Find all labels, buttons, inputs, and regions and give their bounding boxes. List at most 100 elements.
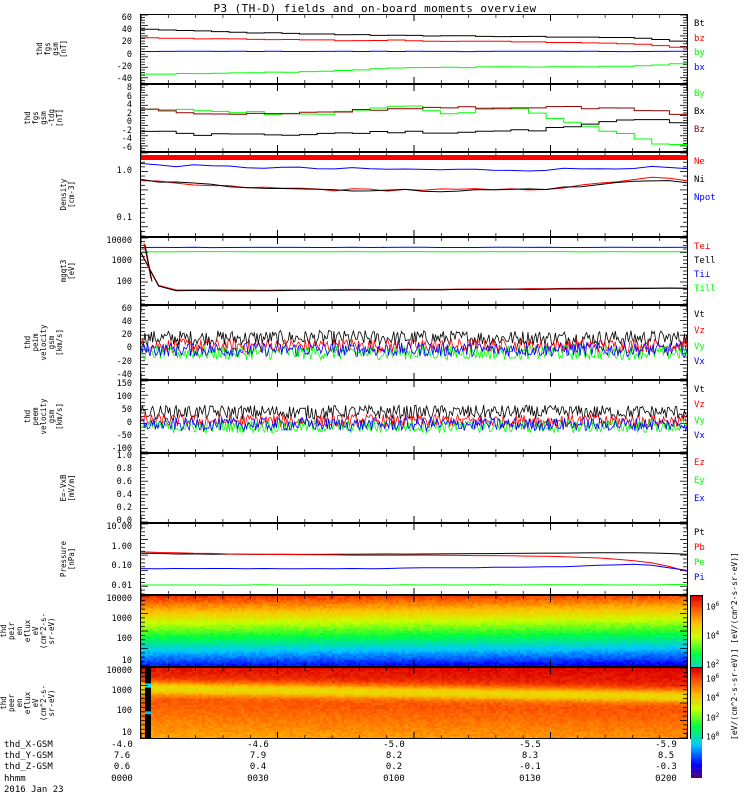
- y-tick-label: 1000: [111, 613, 132, 624]
- y-tick-label: 0.1: [116, 213, 132, 224]
- legend-ni: Ni: [694, 175, 705, 185]
- y-tick-label: 0.01: [111, 581, 132, 592]
- colorbar-exponent: 2: [715, 711, 720, 719]
- legend-ez: Ez: [694, 458, 705, 468]
- y-tick-label: 1000: [111, 256, 132, 267]
- panel-label-line: [mV/m]: [67, 474, 76, 502]
- panel-label-line: [km/s]: [55, 402, 64, 431]
- colorbar-tick: 102: [706, 659, 719, 670]
- panel-label-line: [nT]: [55, 108, 64, 128]
- legend-vt: Vt: [694, 385, 705, 395]
- y-tick-label: 10000: [106, 236, 132, 247]
- colorbar-base: 10: [706, 693, 716, 703]
- y-tick-label: 100: [116, 391, 132, 402]
- y-tick-label: 100: [116, 633, 132, 644]
- y-tick-label: 10: [121, 656, 132, 667]
- colorbar-tick: 100: [706, 731, 719, 742]
- legend-npot: Npot: [694, 193, 716, 203]
- y-tick-label: -4: [121, 134, 132, 145]
- x-gsm-value: -5.9: [655, 740, 677, 750]
- y-tick-label: 0: [126, 418, 132, 429]
- y-tick-label: 0.8: [116, 464, 132, 475]
- legend-vx: Vx: [694, 357, 705, 368]
- y-gsm-value: 8.3: [521, 751, 539, 762]
- legend-ne: Ne: [694, 157, 705, 167]
- colorbar-exponent: 6: [715, 673, 720, 680]
- y-tick-label: 60: [121, 303, 132, 314]
- hhmm-label: hhmm: [4, 773, 26, 784]
- y-tick-label: 10.00: [106, 522, 132, 533]
- panel-peer-spectrogram: [140, 667, 688, 739]
- colorbar-exponent: 2: [715, 659, 720, 666]
- y-tick-label: 0.0: [116, 516, 132, 527]
- panel-peir-spectrogram: [140, 595, 688, 667]
- legend-ex: Ex: [694, 494, 705, 504]
- x-gsm-label: thd_X-GSM: [4, 740, 53, 750]
- y-tick-label: 1000: [111, 685, 132, 696]
- panel-fgs-gsm-tdg: [140, 84, 688, 152]
- date-label: 2016 Jan 23: [4, 784, 64, 795]
- colorbar-base: 10: [706, 602, 716, 612]
- legend-vy: Vy: [694, 341, 705, 352]
- colorbar-exponent: 6: [715, 601, 720, 608]
- y-tick-label: 0.4: [116, 490, 132, 501]
- panel-label-line: [km/s]: [55, 328, 64, 357]
- y-tick-label: 1.0: [116, 451, 132, 462]
- legend-by: By: [694, 89, 705, 99]
- colorbar-tick: 104: [706, 692, 719, 703]
- y-tick-label: 60: [121, 12, 132, 23]
- legend-vy: Vy: [694, 415, 705, 426]
- legend-bz: Bz: [694, 125, 705, 135]
- panel-pressure: [140, 523, 688, 595]
- panel-label-line: [cm-3]: [67, 180, 76, 209]
- panel-label-line: [nPa]: [67, 547, 76, 571]
- peir-colorbar: [690, 595, 703, 707]
- colorbar-tick: 104: [706, 630, 719, 641]
- panel-peim-velocity: [140, 305, 688, 380]
- y-tick-label: -20: [116, 356, 132, 367]
- y-tick-label: 50: [121, 404, 132, 415]
- legend-till: Till: [694, 284, 716, 294]
- z-gsm-value: -0.1: [519, 762, 541, 773]
- y-tick-label: -20: [116, 61, 132, 72]
- panel-label-temperature: mgqt3 [eV]: [59, 237, 76, 305]
- peer-colorbar: [690, 667, 703, 779]
- y-tick-label: -100: [111, 444, 132, 455]
- y-tick-label: -40: [116, 369, 132, 380]
- y-tick-label: -2: [121, 125, 132, 136]
- legend-vt: Vt: [694, 310, 705, 320]
- colorbar-tick: 102: [706, 712, 719, 723]
- y-tick-label: -40: [116, 74, 132, 85]
- y-tick-label: 8: [126, 83, 132, 94]
- colorbar-exponent: 0: [715, 731, 720, 738]
- panel-label-line: sr-eV): [47, 689, 56, 717]
- legend-bt: Bt: [694, 19, 705, 29]
- y-tick-label: 0: [126, 343, 132, 354]
- colorbar-base: 10: [706, 660, 716, 670]
- panel-label-peem-velocity: thd peem velocity gsm [km/s]: [23, 380, 64, 453]
- y-gsm-value: 8.2: [385, 751, 403, 762]
- y-tick-label: 4: [126, 100, 132, 111]
- panel-label-peer-spectrogram: thd peer en eflux eV (cm^2-s-sr-eV): [0, 667, 56, 739]
- y-tick-label: 0: [126, 117, 132, 128]
- panel-label-line: sr-eV): [47, 617, 56, 645]
- colorbar-base: 10: [706, 713, 716, 723]
- y-tick-label: 40: [121, 317, 132, 328]
- y-gsm-value: 7.9: [249, 751, 267, 762]
- legend-tell: Tell: [694, 256, 716, 266]
- y-tick-label: 20: [121, 330, 132, 341]
- y-gsm-value: 8.5: [657, 751, 675, 762]
- hhmm-value: 0030: [247, 773, 269, 784]
- y-gsm-value: 7.6: [113, 751, 131, 762]
- panel-label-pressure: Pressure [nPa]: [59, 523, 76, 595]
- legend-pb: Pb: [694, 543, 705, 553]
- panel-label-fgs-gsm-tdg: thd fgs gsm -tdg [nT]: [23, 84, 64, 152]
- z-gsm-label: thd_Z-GSM: [4, 762, 53, 773]
- colorbar-base: 10: [706, 674, 716, 684]
- panel-efield: [140, 453, 688, 523]
- legend-bz: bz: [694, 33, 705, 44]
- y-tick-label: 40: [121, 24, 132, 35]
- y-tick-label: 0.2: [116, 503, 132, 514]
- z-gsm-value: 0.2: [385, 762, 403, 773]
